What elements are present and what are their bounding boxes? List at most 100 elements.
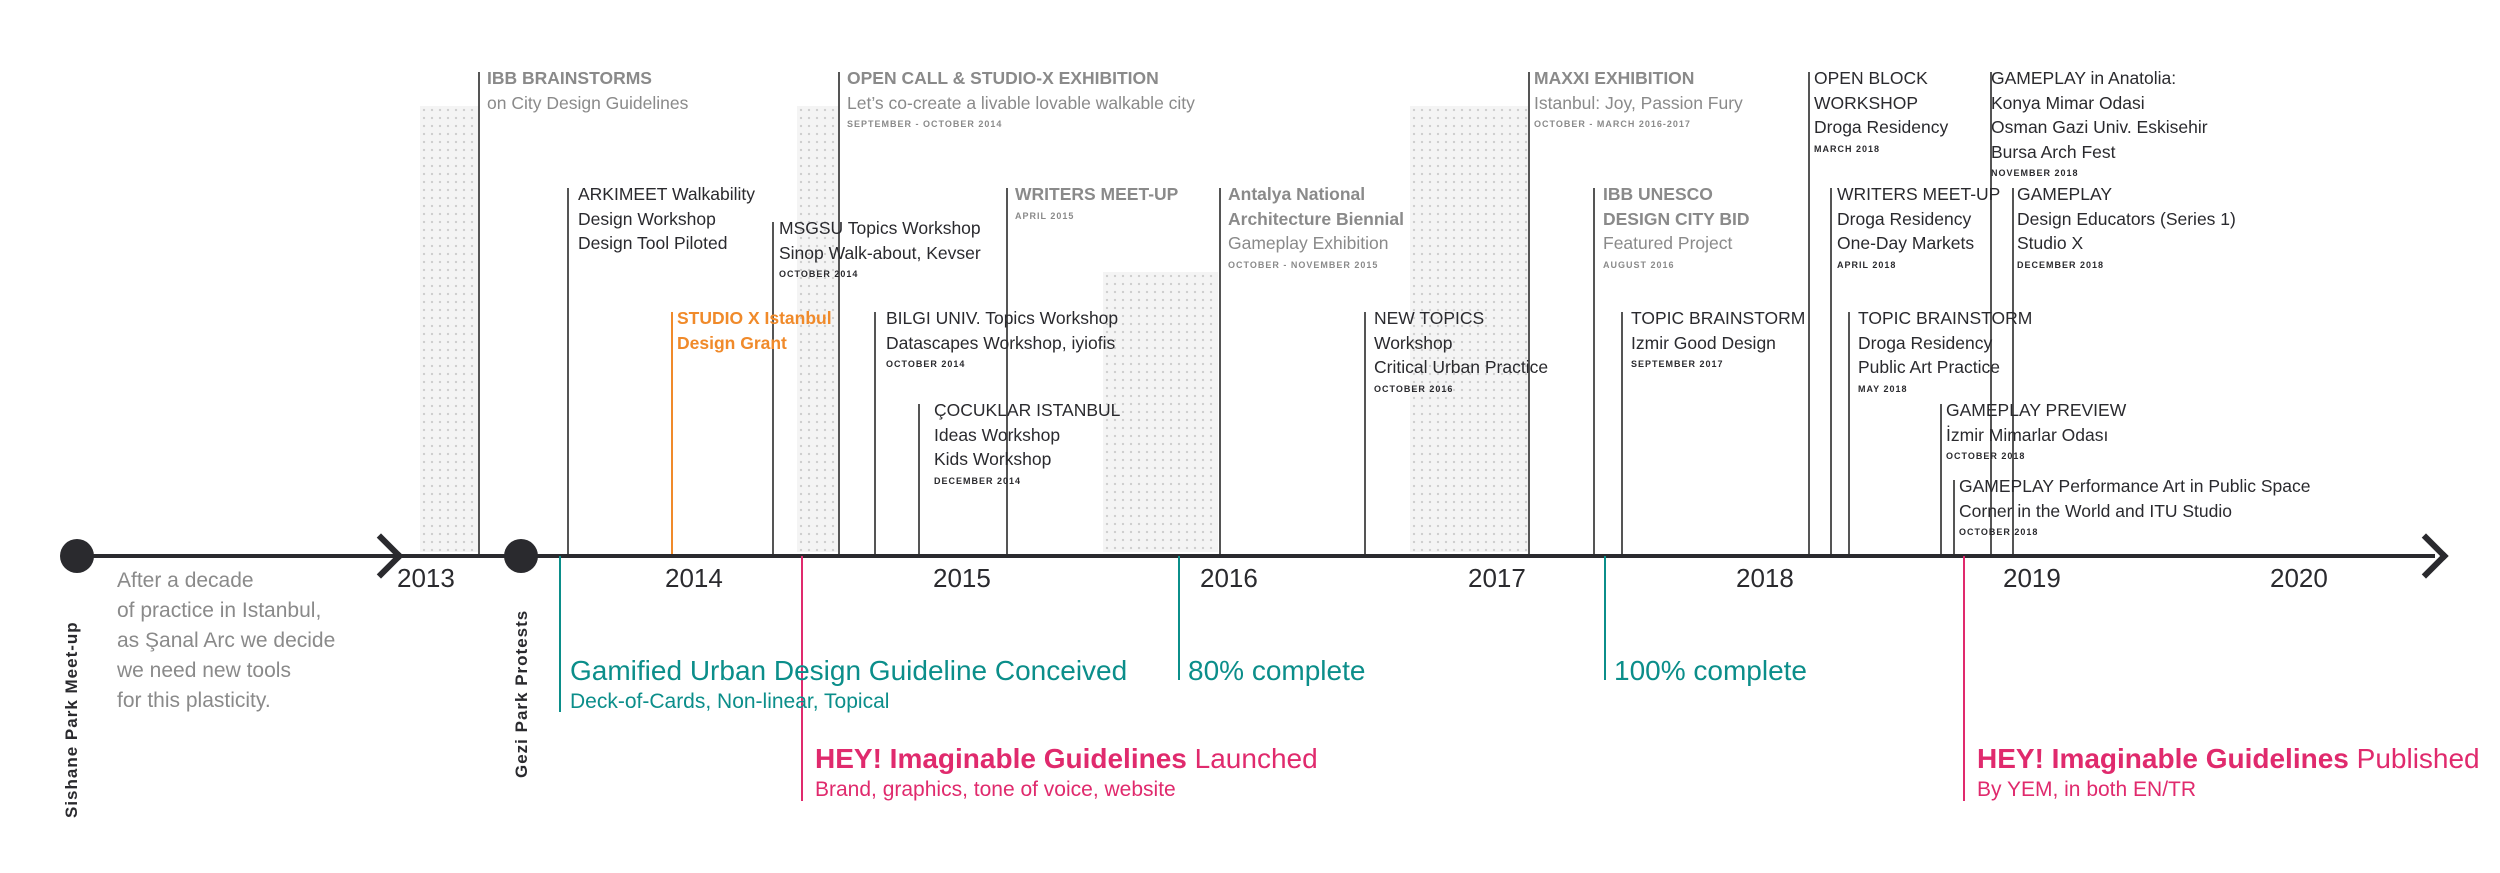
milestone-title: 100% complete [1614,655,1808,686]
event-writers-1: WRITERS MEET-UP APRIL 2015 [1015,182,1178,223]
gezi-dot [504,539,538,573]
event-line [838,72,840,554]
event-unesco: IBB UNESCO DESIGN CITY BID Featured Proj… [1603,182,1750,272]
event-line-text: Corner in the World and ITU Studio [1959,500,2233,521]
event-line-text: WORKSHOP [1814,92,1919,113]
event-line-text: Ideas Workshop [934,424,1061,445]
note-line: After a decade [117,569,254,592]
event-ibb-brainstorms: IBB BRAINSTORMS on City Design Guideline… [487,66,688,115]
event-bilgi: BILGI UNIV. Topics Workshop Datascapes W… [886,306,1118,371]
milestone-line [559,556,561,712]
milestone-title-bold: HEY! Imaginable Guidelines [815,743,1187,774]
event-date: OCTOBER 2014 [779,269,859,279]
event-line-text: WRITERS MEET-UP [1837,184,2001,204]
event-title: Antalya National [1228,184,1366,204]
event-date: AUGUST 2016 [1603,259,1675,270]
timeline-axis [75,554,2435,558]
event-date: OCTOBER 2016 [1374,383,1454,394]
event-line-text: Bursa Arch Fest [1991,141,2116,162]
event-line-text: Izmir Good Design [1631,332,1776,353]
milestone-title: 80% complete [1188,655,1366,686]
event-line-text: Design Tool Piloted [578,233,728,253]
milestone-line [1178,556,1180,680]
event-subtitle: Featured Project [1603,233,1733,253]
event-line-text: Kids Workshop [934,449,1052,469]
milestone-100-complete: 100% complete [1614,654,1807,688]
event-line [1940,404,1942,554]
event-line [478,72,480,554]
event-line-text: STUDIO X Istanbul [677,308,832,328]
event-new-topics: NEW TOPICS Workshop Critical Urban Pract… [1374,306,1548,396]
event-line [1593,188,1595,554]
milestone-title: HEY! Imaginable Guidelines Launched [815,742,1318,776]
event-line [1219,188,1221,554]
milestone-title: Gamified Urban Design Guideline Conceive… [570,655,1128,686]
event-line-text: Droga Residency [1858,332,1993,353]
event-subtitle: Gameplay Exhibition [1228,233,1389,253]
year-label: 2018 [1736,563,1794,593]
year-label: 2019 [2003,563,2061,593]
year-label: 2014 [665,563,723,593]
event-line-text: GAMEPLAY Performance Art in Public Space [1959,476,2311,496]
event-date: OCTOBER 2014 [886,359,966,369]
event-line [1830,188,1832,554]
event-line [772,222,774,554]
event-subtitle: on City Design Guidelines [487,92,689,113]
period-band [797,106,839,552]
event-date: OCTOBER - NOVEMBER 2015 [1228,259,1379,270]
event-date: NOVEMBER 2018 [1991,168,2079,178]
event-gameplay-performance: GAMEPLAY Performance Art in Public Space… [1959,474,2310,539]
event-line [918,404,920,554]
event-studio-x: STUDIO X Istanbul Design Grant [677,306,832,355]
event-line-text: NEW TOPICS [1374,308,1485,328]
year-label: 2013 [397,563,455,593]
milestone-title: HEY! Imaginable Guidelines Published [1977,742,2480,776]
event-writers-2: WRITERS MEET-UP Droga Residency One-Day … [1837,182,2000,272]
event-line-text: MSGSU Topics Workshop [779,218,981,238]
note-line: we need new tools [117,659,291,682]
event-line-text: Droga Residency [1837,208,1972,229]
event-line [1528,72,1530,554]
event-date: DECEMBER 2014 [934,475,1022,486]
event-date: APRIL 2018 [1837,259,1897,270]
event-line [1364,312,1366,554]
period-band [420,106,478,552]
chevron-right-icon [2403,533,2449,579]
event-gameplay-educators: GAMEPLAY Design Educators (Series 1) Stu… [2017,182,2236,272]
event-line [1808,72,1810,554]
event-line [1953,480,1955,554]
start-note: After a decade of practice in Istanbul, … [117,566,335,716]
milestone-line [801,556,803,801]
event-line-text: TOPIC BRAINSTORM [1858,308,2033,328]
milestone-title-rest: Published [2348,743,2480,774]
event-line-text: One-Day Markets [1837,233,1975,253]
milestone-published: HEY! Imaginable Guidelines Published By … [1977,742,2480,804]
event-line-text: Konya Mimar Odasi [1991,92,2145,113]
milestone-80-complete: 80% complete [1188,654,1365,688]
event-date: OCTOBER - MARCH 2016-2017 [1534,119,1691,129]
note-line: for this plasticity. [117,689,271,712]
event-line-text: BILGI UNIV. Topics Workshop [886,308,1119,328]
milestone-line [1963,556,1965,801]
event-antalya: Antalya National Architecture Biennial G… [1228,182,1404,272]
event-gameplay-anatolia: GAMEPLAY in Anatolia: Konya Mimar Odasi … [1991,66,2208,180]
milestone-title-bold: HEY! Imaginable Guidelines [1977,743,2349,774]
event-line-text: Osman Gazi Univ. Eskisehir [1991,117,2208,137]
event-open-call: OPEN CALL & STUDIO-X EXHIBITION Let’s co… [847,66,1195,131]
note-line: as Şanal Arc we decide [117,629,336,652]
event-cocuklar: ÇOCUKLAR ISTANBUL Ideas Workshop Kids Wo… [934,398,1120,488]
event-line-text: Workshop [1374,332,1453,353]
event-line-text: Critical Urban Practice [1374,357,1549,377]
milestone-launched: HEY! Imaginable Guidelines Launched Bran… [815,742,1318,804]
event-date: OCTOBER 2018 [1959,527,2039,537]
event-line [1621,312,1623,554]
milestone-conceived: Gamified Urban Design Guideline Conceive… [570,654,1127,716]
event-date: MAY 2018 [1858,383,1908,394]
milestone-title-rest: Launched [1186,743,1318,774]
event-subtitle: Let’s co-create a livable lovable walkab… [847,92,1195,113]
event-line-text: Public Art Practice [1858,357,2000,377]
note-line: of practice in Istanbul, [117,599,322,622]
event-title: IBB UNESCO [1603,184,1713,204]
event-line [874,312,876,554]
event-line-text: Design Workshop [578,208,716,229]
